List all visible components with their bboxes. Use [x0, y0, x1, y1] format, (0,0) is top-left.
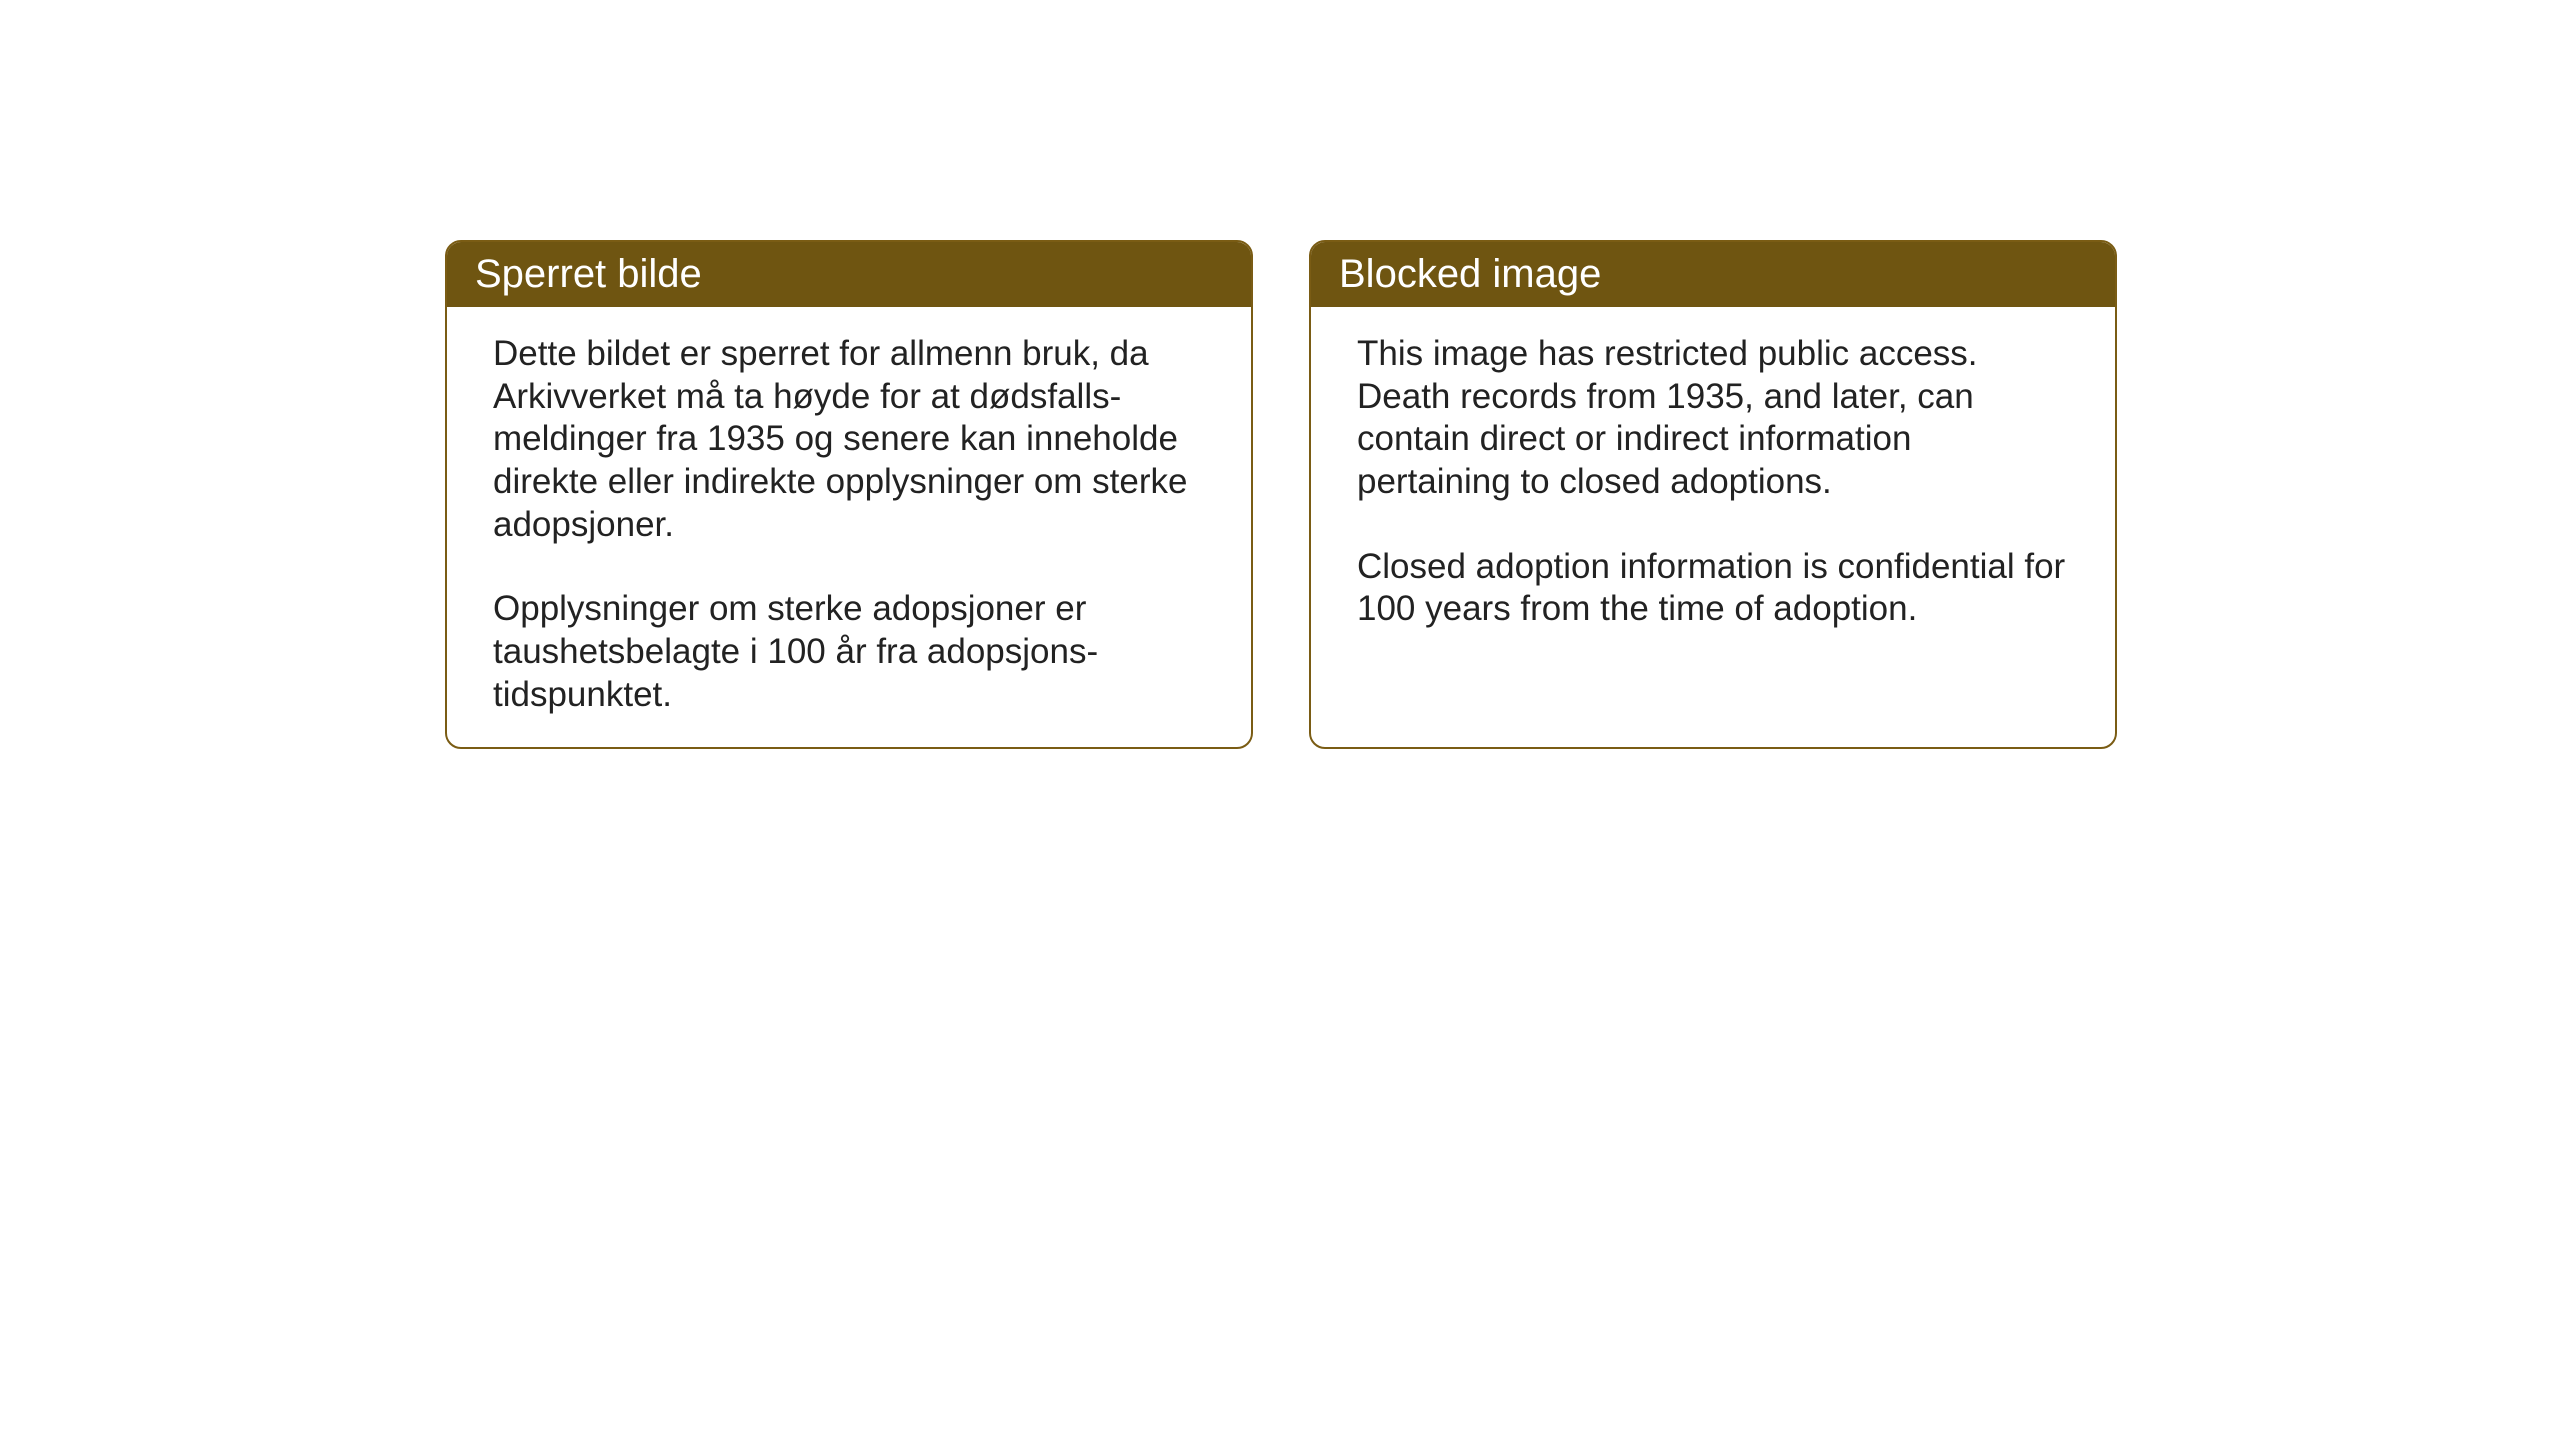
card-norwegian: Sperret bilde Dette bildet er sperret fo… [445, 240, 1253, 749]
card-paragraph: Opplysninger om sterke adopsjoner er tau… [493, 588, 1205, 716]
card-paragraph: Closed adoption information is confident… [1357, 546, 2069, 631]
card-body-english: This image has restricted public access.… [1311, 307, 2115, 697]
card-header-norwegian: Sperret bilde [447, 242, 1251, 307]
card-english: Blocked image This image has restricted … [1309, 240, 2117, 749]
card-header-english: Blocked image [1311, 242, 2115, 307]
card-paragraph: Dette bildet er sperret for allmenn bruk… [493, 333, 1205, 546]
card-body-norwegian: Dette bildet er sperret for allmenn bruk… [447, 307, 1251, 747]
cards-container: Sperret bilde Dette bildet er sperret fo… [445, 240, 2117, 749]
card-paragraph: This image has restricted public access.… [1357, 333, 2069, 504]
